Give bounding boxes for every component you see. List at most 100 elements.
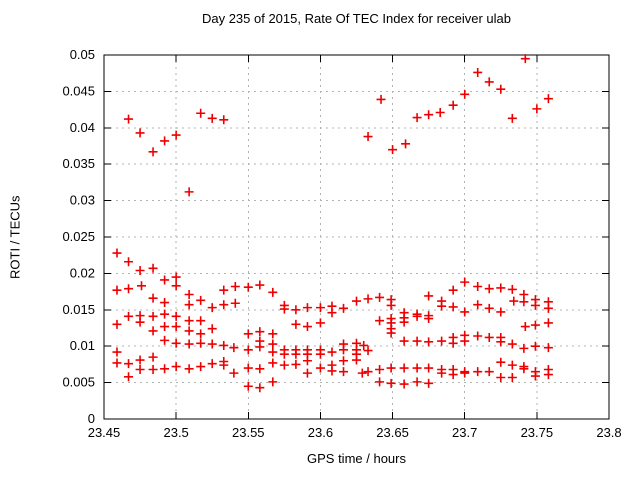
data-point-marker	[160, 275, 170, 285]
data-point-marker	[148, 364, 158, 374]
chart-title: Day 235 of 2015, Rate Of TEC Index for r…	[201, 11, 512, 26]
data-point-marker	[184, 290, 194, 300]
data-point-marker	[473, 300, 483, 310]
data-point-marker	[124, 257, 134, 267]
data-point-marker	[473, 331, 483, 341]
data-point-marker	[437, 336, 447, 346]
data-point-marker	[496, 357, 506, 367]
data-point-marker	[448, 100, 458, 110]
data-point-marker	[135, 265, 145, 275]
data-point-marker	[148, 293, 158, 303]
x-tick-label: 23.55	[232, 425, 265, 440]
data-point-marker	[268, 329, 278, 339]
data-point-marker	[302, 368, 312, 378]
data-point-marker	[543, 370, 553, 380]
data-point-marker	[184, 364, 194, 374]
data-point-marker	[352, 296, 361, 306]
data-point-marker	[135, 355, 145, 365]
data-point-marker	[363, 367, 373, 377]
data-point-marker	[243, 363, 253, 373]
data-point-marker	[399, 317, 409, 327]
data-point-marker	[473, 282, 483, 292]
data-point-marker	[171, 130, 181, 140]
data-point-marker	[496, 337, 506, 347]
data-point-marker	[339, 367, 349, 377]
data-point-marker	[135, 128, 145, 138]
data-point-marker	[171, 338, 181, 348]
data-point-marker	[291, 349, 301, 359]
data-point-marker	[207, 113, 217, 123]
data-point-marker	[207, 339, 217, 349]
data-point-marker	[268, 287, 278, 297]
data-point-marker	[124, 359, 134, 369]
x-tick-label: 23.6	[308, 425, 333, 440]
data-point-marker	[112, 285, 122, 295]
data-point-marker	[375, 364, 385, 374]
data-point-marker	[375, 316, 385, 326]
data-point-marker	[196, 338, 206, 348]
x-axis-label: GPS time / hours	[307, 451, 406, 466]
data-point-marker	[230, 282, 240, 292]
data-point-marker	[243, 329, 253, 339]
data-point-marker	[520, 54, 530, 64]
data-point-marker	[268, 377, 278, 387]
data-point-marker	[339, 356, 349, 366]
plot-border	[103, 54, 610, 420]
data-point-marker	[291, 319, 301, 329]
data-point-marker	[124, 114, 134, 124]
data-point-marker	[315, 363, 325, 373]
data-point-marker	[207, 324, 217, 334]
data-point-marker	[399, 379, 409, 389]
data-point-marker	[279, 360, 289, 370]
data-point-marker	[315, 349, 325, 359]
data-point-marker	[268, 347, 278, 357]
y-tick-label: 0.04	[70, 120, 95, 135]
data-point-marker	[184, 316, 194, 326]
data-point-marker	[424, 378, 434, 388]
data-point-marker	[160, 322, 170, 332]
data-point-marker	[243, 282, 253, 292]
data-point-marker	[357, 368, 367, 378]
data-point-marker	[530, 320, 540, 330]
data-point-marker	[412, 311, 422, 321]
y-tick-label: 0	[88, 411, 95, 426]
data-point-marker	[448, 338, 458, 348]
y-tick-label: 0.015	[62, 302, 95, 317]
data-point-marker	[484, 284, 494, 294]
data-point-marker	[268, 339, 278, 349]
data-point-marker	[148, 352, 158, 362]
data-point-marker	[543, 318, 553, 328]
data-point-marker	[148, 326, 158, 336]
data-point-marker	[112, 319, 122, 329]
data-point-marker	[268, 358, 278, 368]
data-point-marker	[375, 377, 385, 387]
data-point-marker	[279, 304, 289, 314]
data-point-marker	[375, 292, 385, 302]
data-point-marker	[460, 277, 470, 287]
data-point-marker	[496, 283, 506, 293]
data-point-marker	[424, 291, 434, 301]
data-point-marker	[412, 377, 422, 387]
data-point-marker	[496, 373, 506, 383]
data-point-marker	[219, 300, 229, 310]
data-point-marker	[530, 300, 540, 310]
y-tick-label: 0.05	[70, 47, 95, 62]
data-point-marker	[160, 335, 170, 345]
data-point-marker	[507, 284, 517, 294]
y-tick-label: 0.045	[62, 83, 95, 98]
data-point-marker	[519, 297, 529, 307]
data-point-marker	[148, 263, 158, 273]
data-point-marker	[171, 311, 181, 321]
data-point-marker	[363, 294, 373, 304]
x-tick-label: 23.5	[163, 425, 188, 440]
y-tick-label: 0.01	[70, 338, 95, 353]
data-point-marker	[339, 303, 349, 313]
data-point-marker	[196, 316, 206, 326]
data-point-marker	[160, 298, 170, 308]
data-point-marker	[124, 284, 134, 294]
data-point-marker	[496, 84, 506, 94]
data-point-marker	[507, 339, 517, 349]
data-point-marker	[243, 345, 253, 355]
data-point-marker	[112, 358, 122, 368]
